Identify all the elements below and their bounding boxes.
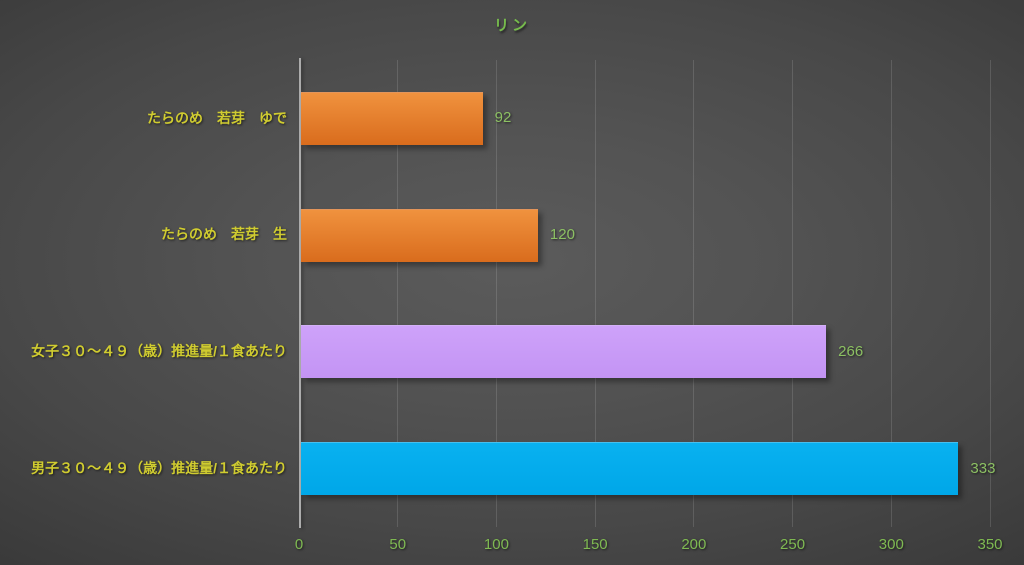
value-label: 333 <box>970 459 996 477</box>
x-axis-tick-label: 100 <box>483 536 509 553</box>
chart-title: リン <box>493 17 530 34</box>
gridline <box>890 60 892 527</box>
value-label: 120 <box>549 226 575 244</box>
x-axis-tick-label: 0 <box>294 536 304 553</box>
y-axis-line <box>299 58 301 528</box>
gridline <box>495 60 497 527</box>
gridline <box>594 60 596 527</box>
gridline <box>397 60 399 527</box>
gridline <box>693 60 695 527</box>
value-label: 92 <box>494 109 512 127</box>
category-label: たらのめ 若芽 ゆで <box>147 109 287 126</box>
bar <box>301 208 538 262</box>
x-axis-tick-label: 250 <box>780 536 806 553</box>
x-axis-tick-label: 200 <box>681 536 707 553</box>
bar <box>301 325 827 379</box>
category-label: 男子３０～４９（歳）推進量/１食あたり <box>31 459 287 476</box>
x-axis-tick-label: 50 <box>389 536 407 553</box>
category-label: 女子３０～４９（歳）推進量/１食あたり <box>31 343 287 360</box>
x-axis-tick-label: 350 <box>977 536 1003 553</box>
category-label: たらのめ 若芽 生 <box>161 226 287 243</box>
gridline <box>792 60 794 527</box>
value-label: 266 <box>838 342 864 360</box>
x-axis-tick-label: 300 <box>878 536 904 553</box>
gridline <box>989 60 991 527</box>
x-axis-tick-label: 150 <box>582 536 608 553</box>
bar <box>301 442 959 496</box>
bar <box>301 91 483 145</box>
